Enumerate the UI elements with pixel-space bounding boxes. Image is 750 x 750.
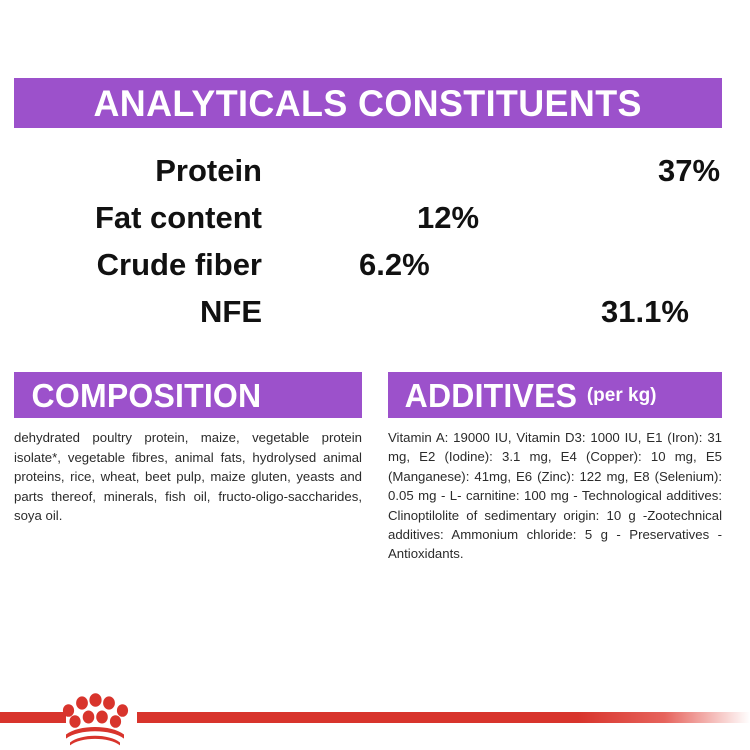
footer-rule-left [0,712,66,723]
chart-bar-row-nfe: NFE 31.1% [0,289,750,335]
chart-bar-row-protein: Protein 37% [0,148,750,194]
additives-title: ADDITIVES [404,376,578,414]
bar-value-fat-content: 12% [417,200,480,235]
footer [0,690,750,750]
bar-value-nfe: 31.1% [601,294,689,329]
bar-label-nfe: NFE [200,294,262,329]
additives-body-text: Vitamin A: 19000 IU, Vitamin D3: 1000 IU… [388,430,722,562]
composition-title: COMPOSITION [31,376,262,414]
bar-track-crude-fiber [281,251,349,279]
additives-header-band: ADDITIVES (per kg) [388,372,722,418]
bar-value-protein: 37% [658,153,721,188]
bar-label-crude-fiber: Crude fiber [96,247,262,282]
bar-track-fat-content [281,204,408,232]
footer-rule-right [137,712,750,723]
bar-label-protein: Protein [155,153,262,188]
additives-section: ADDITIVES (per kg) Vitamin A: 19000 IU, … [388,372,722,564]
chart-bar-row-fat-content: Fat content 12% [0,195,750,241]
composition-body-text: dehydrated poultry protein, maize, veget… [14,430,362,524]
analytical-constituents-header-band: ANALYTICALS CONSTITUENTS [14,78,722,128]
bar-value-crude-fiber: 6.2% [359,247,430,282]
bar-track-protein [281,157,650,185]
composition-section: COMPOSITION dehydrated poultry protein, … [14,372,362,526]
additives-subtitle: (per kg) [586,384,657,406]
composition-header-band: COMPOSITION [14,372,362,418]
bar-label-fat-content: Fat content [94,200,262,235]
analytical-constituents-chart: Protein 37% Fat content 12% Crude fiber … [0,148,750,338]
analytical-constituents-title: ANALYTICALS CONSTITUENTS [93,82,643,124]
bar-track-nfe [281,298,593,326]
royal-canin-crown-icon [62,693,129,746]
chart-bar-row-crude-fiber: Crude fiber 6.2% [0,242,750,288]
